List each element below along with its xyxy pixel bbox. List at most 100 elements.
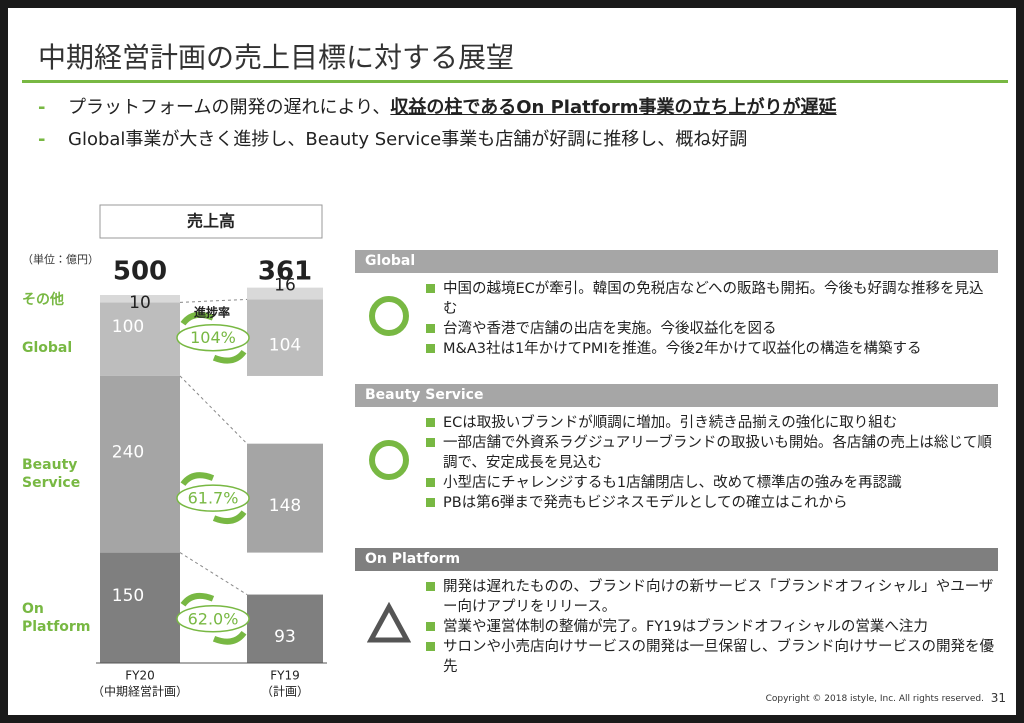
bar-segment [100, 302, 180, 376]
bullet-text: 中国の越境ECが牽引。韓国の免税店などへの販路も開拓。今後も好調な推移を見込む [443, 281, 984, 317]
bullet-text: 開発は遅れたものの、ブランド向けの新サービス「ブランドオフィシャル」やユーザー向… [443, 579, 994, 615]
series-name: Beauty Service [22, 457, 81, 492]
section: Global 中国の越境ECが牽引。韓国の免税店などへの販路も開拓。今後も好調な推… [355, 250, 998, 359]
bullet-item: PBは第6弾まで発売もビジネスモデルとしての確立はこれから [425, 493, 998, 513]
bar-segment [247, 443, 323, 553]
bullet-square [426, 582, 435, 591]
connector [179, 375, 248, 445]
bullet-square [426, 498, 435, 507]
connector [179, 298, 248, 303]
x-tick-note: （計画） [261, 684, 309, 699]
bullet-text: M&A3社は1年かけてPMIを推進。今後2年かけて収益化の構造を構築する [443, 341, 922, 357]
bullet-list: 開発は遅れたものの、ブランド向けの新サービス「ブランドオフィシャル」やユーザー向… [425, 571, 998, 677]
section-header: Global [355, 250, 998, 273]
chart-title-box [99, 204, 323, 239]
progress-arrow [180, 311, 247, 364]
bullet-item: 開発は遅れたものの、ブランド向けの新サービス「ブランドオフィシャル」やユーザー向… [425, 577, 998, 617]
connector [179, 552, 248, 595]
progress-label: 104% [190, 328, 236, 347]
bullet-square [426, 478, 435, 487]
bullet-text: PBは第6弾まで発売もビジネスモデルとしての確立はこれから [443, 495, 848, 511]
header-bullet: - プラットフォームの開発の遅れにより、収益の柱であるOn Platform事業の… [38, 92, 1008, 124]
series-name: Global [22, 340, 73, 357]
bullet-dash: - [38, 97, 46, 118]
bullet-square [426, 622, 435, 631]
bullet-item: 営業や運営体制の整備が完了。FY19はブランドオフィシャルの営業へ注力 [425, 617, 998, 637]
value-label: 16 [274, 276, 296, 296]
header-bullets: - プラットフォームの開発の遅れにより、収益の柱であるOn Platform事業の… [38, 92, 1008, 156]
value-label: 150 [112, 586, 144, 606]
bullet-list: ECは取扱いブランドが順調に増加。引き続き品揃えの強化に取り組む一部店舗で外資系… [425, 407, 998, 513]
value-label: 10 [129, 293, 151, 313]
value-label: 240 [112, 442, 144, 462]
status-symbol [369, 296, 409, 336]
bullet-item: 一部店舗で外資系ラグジュアリーブランドの取扱いも開始。各店舗の売上は総じて順調で… [425, 433, 998, 473]
chart-title: 売上高 [187, 212, 235, 231]
bullet-square [426, 284, 435, 293]
bar-segment [247, 287, 323, 300]
bullet-text: 営業や運営体制の整備が完了。FY19はブランドオフィシャルの営業へ注力 [443, 619, 928, 635]
bar-segment [247, 299, 323, 376]
value-label: 93 [274, 627, 296, 647]
bullet-square [426, 438, 435, 447]
bullet-item: サロンや小売店向けサービスの開発は一旦保留し、ブランド向けサービスの開発を優先 [425, 637, 998, 677]
unit-label: （単位：億円） [22, 252, 99, 266]
slide-title: 中期経営計画の売上目標に対する展望 [38, 41, 515, 74]
bullet-item: ECは取扱いブランドが順調に増加。引き続き品揃えの強化に取り組む [425, 413, 998, 433]
series-name: その他 [22, 291, 64, 308]
symbol-circle [369, 440, 409, 480]
section: Beauty Service ECは取扱いブランドが順調に増加。引き続き品揃えの強… [355, 384, 998, 513]
title-rule [22, 80, 1008, 83]
bullet-dash: - [38, 129, 46, 150]
bullet-item: M&A3社は1年かけてPMIを推進。今後2年かけて収益化の構造を構築する [425, 339, 998, 359]
progress-title: 進捗率 [194, 305, 230, 320]
bullet-text: 台湾や香港で店舗の出店を実施。今後収益化を図る [443, 321, 777, 337]
progress-oval [176, 484, 250, 512]
progress-label: 61.7% [188, 489, 239, 508]
chart: 売上高 （単位：億円） 150 93 240 148 100 104 10 16 62.0% 61.7… [22, 204, 327, 699]
progress-label: 62.0% [188, 609, 239, 628]
bullet-item: 小型店にチャレンジするも1店舗閉店し、改めて標準店の強みを再認識 [425, 473, 998, 493]
x-tick-note: （中期経営計画） [92, 684, 188, 699]
bullet-text: 収益の柱であるOn Platform事業の立ち上がりが遅延 [390, 97, 837, 118]
bar-segment [100, 295, 180, 303]
bullet-text: 小型店にチャレンジするも1店舗閉店し、改めて標準店の強みを再認識 [443, 475, 902, 491]
bullet-item: 台湾や香港で店舗の出店を実施。今後収益化を図る [425, 319, 998, 339]
bullet-item: 中国の越境ECが牽引。韓国の免税店などへの販路も開拓。今後も好調な推移を見込む [425, 279, 998, 319]
value-label: 148 [269, 496, 301, 516]
symbol-triangle [367, 602, 411, 643]
slide: 中期経営計画の売上目標に対する展望 - プラットフォームの開発の遅れにより、収益の… [8, 8, 1016, 715]
header-bullet: - Global事業が大きく進捗し、Beauty Service事業も店舗が好調に… [38, 124, 1008, 156]
bullet-text: 一部店舗で外資系ラグジュアリーブランドの取扱いも開始。各店舗の売上は総じて順調で… [443, 435, 992, 471]
symbol-circle [369, 296, 409, 336]
x-tick-label: FY19 [270, 669, 300, 683]
bullet-text: プラットフォームの開発の遅れにより、 [68, 97, 391, 118]
value-label: 104 [269, 336, 301, 356]
bar-segment [247, 594, 323, 663]
bullet-text: ECは取扱いブランドが順調に増加。引き続き品揃えの強化に取り組む [443, 415, 898, 431]
bullet-square [426, 344, 435, 353]
section-body: 開発は遅れたものの、ブランド向けの新サービス「ブランドオフィシャル」やユーザー向… [355, 571, 998, 677]
page-number: 31 [990, 691, 1006, 705]
progress-arrow [180, 592, 247, 645]
section-body: ECは取扱いブランドが順調に増加。引き続き品揃えの強化に取り組む一部店舗で外資系… [355, 407, 998, 513]
section-header: Beauty Service [355, 384, 998, 407]
progress-arrow [180, 472, 247, 525]
bullet-list: 中国の越境ECが牽引。韓国の免税店などへの販路も開拓。今後も好調な推移を見込む台… [425, 273, 998, 359]
bar-segment [100, 375, 180, 553]
progress-oval [176, 605, 250, 633]
total-label: 361 [258, 257, 312, 287]
series-name: On Platform [22, 600, 91, 635]
total-label: 500 [113, 257, 167, 287]
x-tick-label: FY20 [125, 669, 155, 683]
bullet-text: サロンや小売店向けサービスの開発は一旦保留し、ブランド向けサービスの開発を優先 [443, 639, 994, 675]
bullet-square [426, 324, 435, 333]
section-body: 中国の越境ECが牽引。韓国の免税店などへの販路も開拓。今後も好調な推移を見込む台… [355, 273, 998, 359]
progress-oval [176, 323, 250, 352]
section-header: On Platform [355, 548, 998, 571]
bullet-text: Global事業が大きく進捗し、Beauty Service事業も店舗が好調に推… [68, 129, 748, 150]
status-symbol [367, 602, 411, 643]
bullet-square [426, 418, 435, 427]
section: On Platform 開発は遅れたものの、ブランド向けの新サービス「ブランドオフ… [355, 548, 998, 677]
